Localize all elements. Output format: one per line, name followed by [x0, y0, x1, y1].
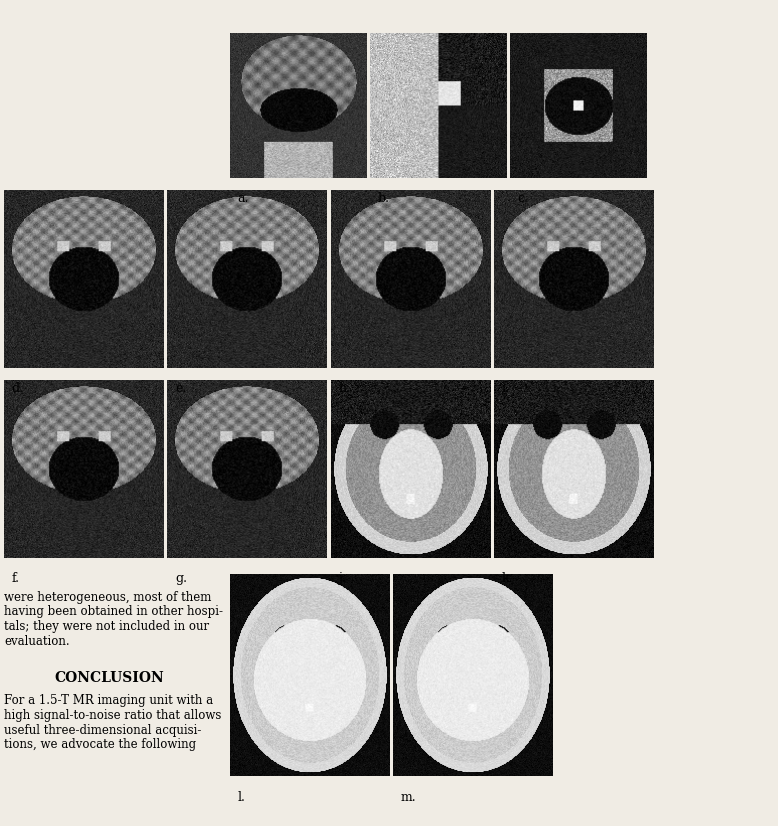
Text: f.: f.	[12, 572, 19, 586]
Text: i.: i.	[502, 382, 510, 396]
Text: b.: b.	[377, 192, 389, 206]
Text: h.: h.	[338, 382, 350, 396]
Text: having been obtained in other hospi-: having been obtained in other hospi-	[4, 605, 223, 619]
Text: tions, we advocate the following: tions, we advocate the following	[4, 738, 196, 752]
Text: l.: l.	[237, 791, 245, 805]
Text: For a 1.5-T MR imaging unit with a: For a 1.5-T MR imaging unit with a	[4, 694, 213, 707]
Text: d.: d.	[12, 382, 23, 396]
Text: tals; they were not included in our: tals; they were not included in our	[4, 620, 209, 634]
Text: high signal-to-noise ratio that allows: high signal-to-noise ratio that allows	[4, 709, 221, 722]
Text: CONCLUSION: CONCLUSION	[54, 671, 164, 685]
Text: a.: a.	[237, 192, 249, 206]
Text: e.: e.	[175, 382, 186, 396]
Text: j.: j.	[338, 572, 346, 586]
Text: c.: c.	[517, 192, 528, 206]
Text: m.: m.	[401, 791, 416, 805]
Text: g.: g.	[175, 572, 187, 586]
Text: were heterogeneous, most of them: were heterogeneous, most of them	[4, 591, 212, 604]
Text: k.: k.	[502, 572, 513, 586]
Text: evaluation.: evaluation.	[4, 635, 69, 648]
Text: useful three-dimensional acquisi-: useful three-dimensional acquisi-	[4, 724, 202, 737]
